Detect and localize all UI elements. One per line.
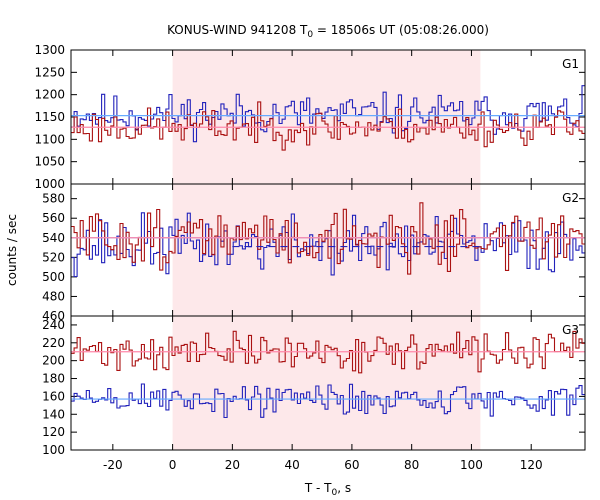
series-line (71, 202, 585, 275)
y-tick-label: 500 (42, 270, 65, 284)
y-tick-label: 1000 (34, 177, 65, 191)
series-line (71, 330, 585, 374)
highlight-interval (172, 184, 481, 316)
y-tick-label: 120 (42, 425, 65, 439)
series-line (71, 383, 585, 419)
y-tick-label: 140 (42, 407, 65, 421)
y-tick-label: 1100 (34, 132, 65, 146)
panel-label: G1 (562, 57, 579, 71)
panel-label: G2 (562, 191, 579, 205)
y-tick-label: 580 (42, 192, 65, 206)
x-tick-label: 40 (284, 458, 299, 472)
y-tick-label: 1200 (34, 88, 65, 102)
x-tick-label: 20 (225, 458, 240, 472)
y-tick-label: 180 (42, 372, 65, 386)
y-tick-label: 1300 (34, 43, 65, 57)
panel-g2: 460 480 500 520 540 560 580 G2 (42, 183, 586, 323)
y-tick-label: 1250 (34, 65, 65, 79)
y-tick-label: 460 (42, 309, 65, 323)
x-tick-label: 120 (520, 458, 543, 472)
y-tick-label: 1050 (34, 155, 65, 169)
y-tick-label: 480 (42, 289, 65, 303)
y-tick-label: 240 (42, 318, 65, 332)
plot-area: 1000105011001150120012501300G14604805005… (34, 43, 586, 472)
y-tick-label: 1150 (34, 110, 65, 124)
panel-g1: 1000 1050 1100 1150 1200 1250 1300 G1 (34, 43, 586, 191)
chart-title: KONUS-WIND 941208 T0 = 18506s UT (05:08:… (167, 23, 489, 40)
y-axis-label: counts / sec (5, 214, 19, 286)
x-tick-label: 60 (344, 458, 359, 472)
y-tick-label: 560 (42, 211, 65, 225)
x-tick-label: 80 (404, 458, 419, 472)
panel-g3: 100 120 140 160 180 200 220 240 G3 (42, 315, 586, 457)
x-tick-label: 100 (460, 458, 483, 472)
y-tick-label: 220 (42, 336, 65, 350)
series-line (71, 101, 585, 151)
x-tick-label: -20 (103, 458, 123, 472)
panel-frame (70, 315, 586, 451)
x-tick-label: 0 (169, 458, 177, 472)
y-tick-label: 100 (42, 443, 65, 457)
highlight-interval (172, 316, 481, 450)
panel-label: G3 (562, 323, 579, 337)
highlight-interval (172, 50, 481, 184)
y-tick-label: 540 (42, 231, 65, 245)
y-tick-label: 520 (42, 250, 65, 264)
x-axis-label: T - T0, s (304, 481, 351, 498)
y-tick-label: 200 (42, 354, 65, 368)
y-tick-label: 160 (42, 389, 65, 403)
